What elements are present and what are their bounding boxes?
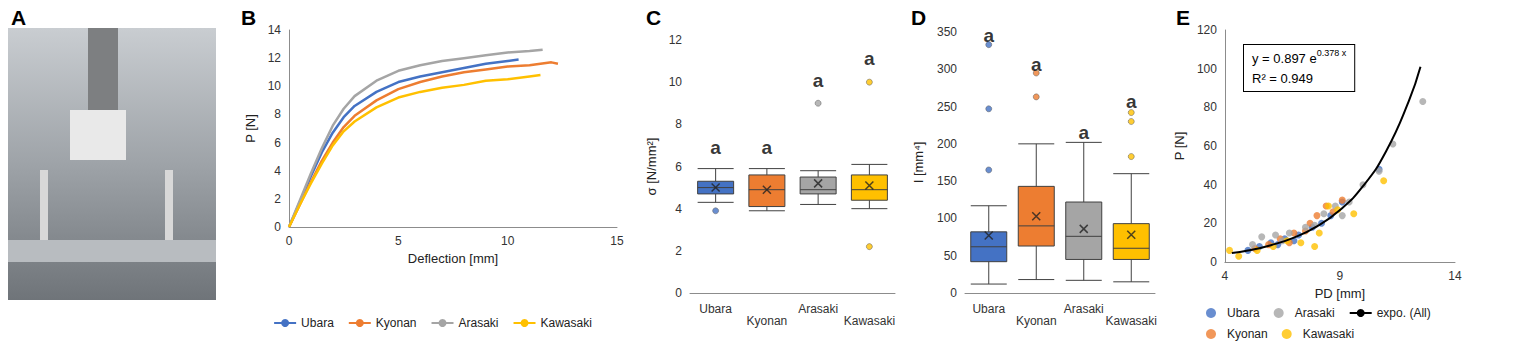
- svg-text:Arasaki: Arasaki: [1064, 302, 1104, 316]
- svg-text:150: 150: [937, 174, 957, 188]
- svg-text:A: A: [11, 6, 26, 29]
- svg-text:6: 6: [675, 160, 682, 174]
- svg-text:40: 40: [1204, 178, 1218, 192]
- svg-text:14: 14: [268, 23, 282, 37]
- svg-text:Ubara: Ubara: [1227, 306, 1260, 320]
- svg-text:6: 6: [274, 136, 281, 150]
- svg-text:P [N]: P [N]: [1172, 132, 1187, 161]
- svg-text:Kawasaki: Kawasaki: [541, 316, 592, 330]
- svg-text:Ubara: Ubara: [699, 302, 732, 316]
- svg-text:a: a: [710, 137, 721, 158]
- svg-text:D: D: [911, 6, 926, 29]
- svg-text:250: 250: [937, 100, 957, 114]
- svg-text:Kawasaki: Kawasaki: [1303, 327, 1354, 341]
- svg-text:14: 14: [1448, 269, 1462, 283]
- svg-text:4: 4: [675, 202, 682, 216]
- svg-text:350: 350: [937, 25, 957, 39]
- svg-text:2: 2: [274, 192, 281, 206]
- svg-text:a: a: [1078, 122, 1089, 143]
- svg-text:a: a: [1126, 91, 1137, 112]
- svg-text:100: 100: [1197, 62, 1217, 76]
- svg-text:Arasaki: Arasaki: [1295, 306, 1335, 320]
- svg-text:a: a: [813, 70, 824, 91]
- svg-text:Arasaki: Arasaki: [459, 316, 499, 330]
- svg-text:Deflection [mm]: Deflection [mm]: [408, 251, 498, 266]
- svg-text:10: 10: [669, 75, 683, 89]
- svg-text:4: 4: [1222, 269, 1229, 283]
- svg-text:a: a: [864, 48, 875, 69]
- svg-text:expo. (All): expo. (All): [1377, 306, 1431, 320]
- svg-text:10: 10: [501, 234, 515, 248]
- svg-text:0: 0: [950, 286, 957, 300]
- svg-text:10: 10: [268, 79, 282, 93]
- svg-text:Ubara: Ubara: [301, 316, 334, 330]
- svg-text:0: 0: [1210, 255, 1217, 269]
- svg-text:Kyonan: Kyonan: [1016, 314, 1057, 328]
- svg-text:Kyonan: Kyonan: [376, 316, 417, 330]
- svg-text:12: 12: [268, 51, 282, 65]
- svg-text:Ubara: Ubara: [972, 302, 1005, 316]
- svg-text:2: 2: [675, 244, 682, 258]
- svg-text:Kawasaki: Kawasaki: [1106, 314, 1157, 328]
- svg-text:8: 8: [274, 107, 281, 121]
- svg-text:y = 0.897 e: y = 0.897 e: [1252, 51, 1317, 66]
- svg-text:I [mm⁴]: I [mm⁴]: [911, 142, 926, 184]
- svg-text:Arasaki: Arasaki: [798, 302, 838, 316]
- svg-text:Kyonan: Kyonan: [747, 314, 788, 328]
- svg-text:100: 100: [937, 211, 957, 225]
- svg-text:a: a: [983, 25, 994, 46]
- svg-text:300: 300: [937, 62, 957, 76]
- svg-text:8: 8: [675, 117, 682, 131]
- svg-text:20: 20: [1204, 216, 1218, 230]
- svg-text:5: 5: [395, 234, 402, 248]
- svg-text:Kawasaki: Kawasaki: [844, 314, 895, 328]
- svg-text:P [N]: P [N]: [243, 114, 258, 143]
- svg-text:Kyonan: Kyonan: [1227, 327, 1268, 341]
- svg-text:9: 9: [1337, 269, 1344, 283]
- svg-text:R² = 0.949: R² = 0.949: [1252, 71, 1313, 86]
- svg-text:200: 200: [937, 137, 957, 151]
- svg-text:B: B: [241, 6, 256, 29]
- svg-text:12: 12: [669, 33, 683, 47]
- svg-text:15: 15: [610, 234, 624, 248]
- svg-text:a: a: [762, 137, 773, 158]
- svg-text:C: C: [646, 6, 661, 29]
- svg-text:120: 120: [1197, 23, 1217, 37]
- svg-text:60: 60: [1204, 139, 1218, 153]
- svg-text:0.378 x: 0.378 x: [1317, 48, 1347, 58]
- svg-text:a: a: [1031, 54, 1042, 75]
- svg-text:4: 4: [274, 164, 281, 178]
- svg-text:0: 0: [675, 286, 682, 300]
- svg-text:σ [N/mm²]: σ [N/mm²]: [644, 138, 659, 196]
- svg-text:50: 50: [944, 249, 958, 263]
- svg-text:0: 0: [286, 234, 293, 248]
- svg-text:80: 80: [1204, 100, 1218, 114]
- svg-text:E: E: [1176, 6, 1190, 29]
- svg-text:PD [mm]: PD [mm]: [1315, 286, 1366, 301]
- svg-text:0: 0: [274, 220, 281, 234]
